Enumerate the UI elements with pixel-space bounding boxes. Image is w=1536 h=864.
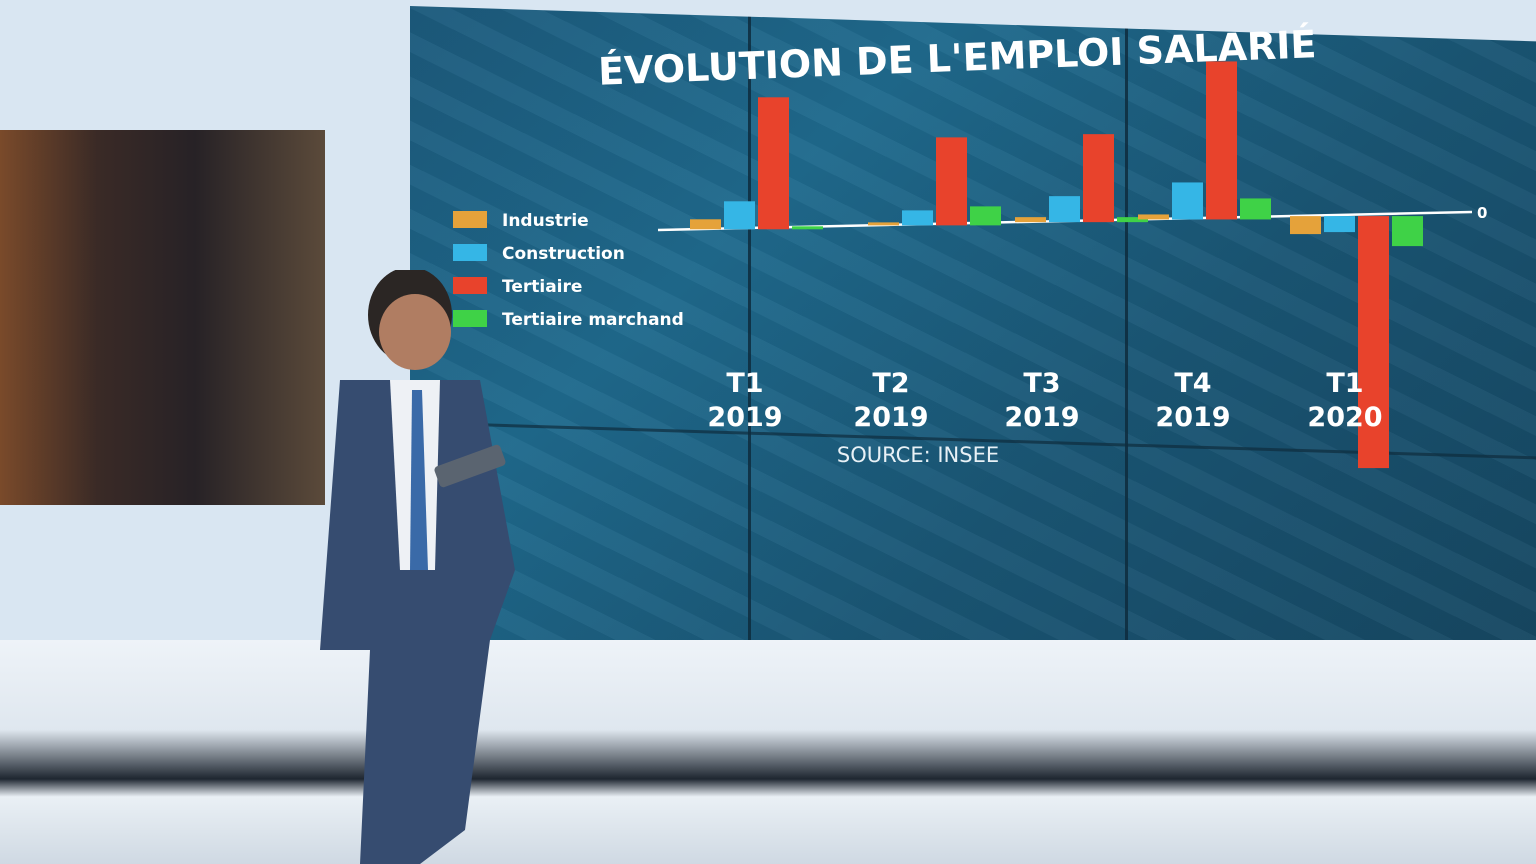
legend-label: Tertiaire: [502, 277, 582, 297]
category-year-label: 2019: [707, 402, 782, 433]
category-quarter-label: T4: [1174, 368, 1211, 399]
zero-label: 0: [1477, 204, 1487, 222]
bar-construction-4: [1324, 216, 1355, 233]
bar-tertiaire-marchand-4: [1392, 216, 1423, 247]
bar-tertiaire-marchand-2: [1117, 217, 1148, 223]
bar-tertiaire-4: [1358, 216, 1389, 469]
legend-swatch: [453, 277, 487, 294]
legend-label: Tertiaire marchand: [502, 310, 684, 330]
category-quarter-label: T1: [726, 368, 763, 399]
bar-construction-1: [902, 210, 933, 226]
bar-construction-0: [724, 201, 755, 230]
legend-swatch: [453, 310, 487, 327]
bar-industrie-1: [868, 222, 899, 226]
presenter-silhouette: [320, 270, 515, 864]
category-year-label: 2019: [1155, 402, 1230, 433]
legend-label: Industrie: [502, 211, 589, 231]
bar-tertiaire-marchand-1: [970, 206, 1001, 226]
category-year-label: 2020: [1307, 402, 1382, 433]
category-quarter-label: T2: [872, 368, 909, 399]
legend-swatch: [453, 244, 487, 261]
bar-tertiaire-1: [936, 137, 967, 226]
bar-tertiaire-3: [1206, 61, 1237, 220]
bar-industrie-4: [1290, 216, 1321, 235]
side-video-panel: [0, 130, 325, 505]
bar-group: [690, 61, 1423, 469]
category-quarter-label: T3: [1023, 368, 1060, 399]
bar-construction-2: [1049, 196, 1080, 223]
source-label: SOURCE: INSEE: [837, 443, 999, 467]
bar-tertiaire-marchand-0: [792, 226, 823, 230]
bar-industrie-3: [1138, 214, 1169, 220]
employment-chart: ÉVOLUTION DE L'EMPLOI SALARIÉ IndustrieC…: [453, 22, 1487, 469]
bar-industrie-0: [690, 219, 721, 230]
category-year-label: 2019: [853, 402, 928, 433]
chart-legend: Industrie Construction Tertiaire Tertiaire …: [453, 211, 684, 330]
legend-swatch: [453, 211, 487, 228]
bar-tertiaire-0: [758, 97, 789, 230]
studio-floor: [0, 640, 1536, 864]
category-quarter-label: T1: [1326, 368, 1363, 399]
bar-industrie-2: [1015, 217, 1046, 223]
bar-tertiaire-2: [1083, 134, 1114, 223]
bar-construction-3: [1172, 182, 1203, 220]
bar-tertiaire-marchand-3: [1240, 198, 1271, 220]
category-year-label: 2019: [1004, 402, 1079, 433]
legend-label: Construction: [502, 244, 625, 264]
